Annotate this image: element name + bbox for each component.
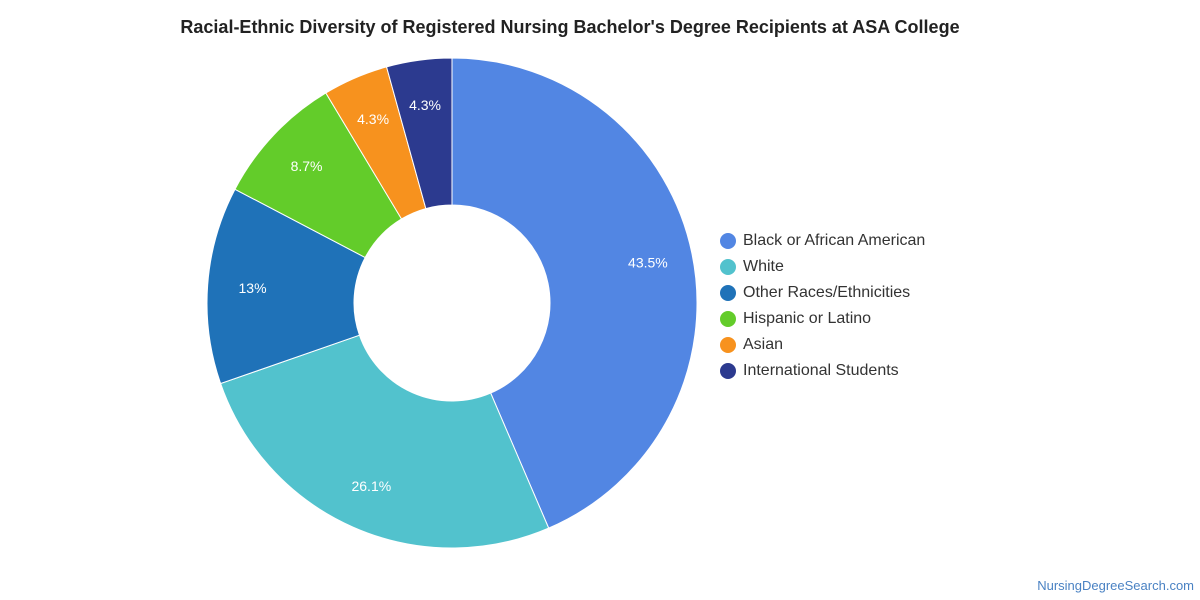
slice-other-races-ethnicities[interactable] [206,188,366,385]
legend-swatch [720,233,736,249]
slice-black-or-african-american[interactable] [451,57,698,529]
legend-item-black-or-african-american[interactable]: Black or African American [720,228,925,254]
legend-swatch [720,259,736,275]
legend-item-other-races-ethnicities[interactable]: Other Races/Ethnicities [720,280,925,306]
slices-group [206,57,698,549]
source-credit[interactable]: NursingDegreeSearch.com [1037,578,1194,593]
chart-legend: Black or African American White Other Race… [720,228,925,384]
legend-swatch [720,311,736,327]
slice-label-international-students: 4.3% [409,97,441,113]
legend-label: International Students [743,362,899,379]
slice-labels-group: 43.5% 26.1% 13% 8.7% 4.3% 4.3% [239,97,668,494]
legend-swatch [720,285,736,301]
legend-swatch [720,363,736,379]
legend-swatch [720,337,736,353]
legend-label: Other Races/Ethnicities [743,284,911,301]
slice-label-white: 26.1% [351,478,391,494]
legend-label: Black or African American [743,232,926,249]
slice-label-hispanic-or-latino: 8.7% [291,158,323,174]
slice-international-students[interactable] [385,57,453,210]
slice-label-black-or-african-american: 43.5% [628,255,668,271]
slice-label-asian: 4.3% [357,111,389,127]
slice-label-other-races-ethnicities: 13% [239,280,267,296]
chart-title: Racial-Ethnic Diversity of Registered Nu… [180,17,960,37]
legend-item-international-students[interactable]: International Students [720,358,925,384]
slice-white[interactable] [219,334,550,549]
legend-item-asian[interactable]: Asian [720,332,925,358]
legend-item-hispanic-or-latino[interactable]: Hispanic or Latino [720,306,925,332]
legend-label: White [743,258,784,275]
legend-item-white[interactable]: White [720,254,925,280]
legend-label: Hispanic or Latino [743,310,872,327]
legend-label: Asian [743,336,784,353]
